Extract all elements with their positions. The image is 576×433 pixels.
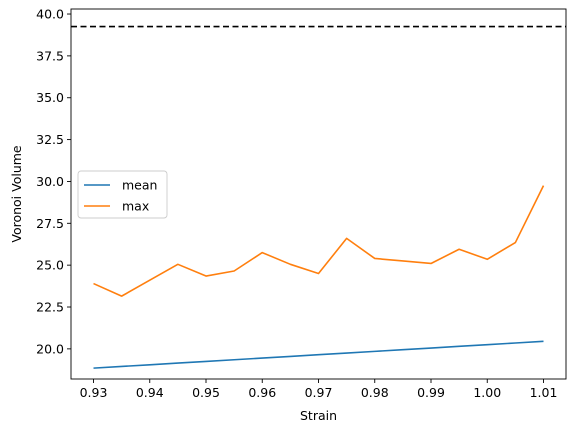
series-line-mean	[93, 340, 544, 369]
x-axis: 0.93 0.94 0.95 0.96 0.97 0.98 0.99 1.00 1.01	[80, 379, 558, 400]
legend: mean max	[77, 170, 168, 219]
legend-label-mean: mean	[122, 178, 157, 193]
x-tick-label: 0.99	[417, 385, 445, 400]
y-axis: 20.0 22.5 25.0 27.5 30.0 32.5 35.0 37.5 40.0	[36, 7, 71, 356]
x-tick-label: 1.00	[473, 385, 501, 400]
y-tick-label: 27.5	[36, 216, 64, 231]
y-tick-label: 22.5	[36, 300, 64, 315]
x-tick-label: 0.97	[305, 385, 333, 400]
series-layer	[93, 185, 545, 369]
x-tick-label: 0.93	[80, 385, 108, 400]
x-tick-label: 0.96	[248, 385, 276, 400]
y-tick-label: 37.5	[36, 48, 64, 63]
y-tick-label: 30.0	[36, 174, 64, 189]
series-line-max	[93, 185, 545, 297]
x-tick-label: 1.01	[530, 385, 558, 400]
y-tick-label: 32.5	[36, 132, 64, 147]
y-tick-label: 40.0	[36, 7, 64, 22]
legend-label-max: max	[122, 199, 149, 214]
x-tick-label: 0.95	[192, 385, 220, 400]
y-tick-label: 35.0	[36, 90, 64, 105]
x-axis-label: Strain	[300, 408, 337, 423]
x-tick-label: 0.98	[361, 385, 389, 400]
y-tick-label: 20.0	[36, 341, 64, 356]
y-axis-label: Voronoi Volume	[9, 145, 24, 243]
x-tick-label: 0.94	[136, 385, 164, 400]
y-tick-label: 25.0	[36, 258, 64, 273]
